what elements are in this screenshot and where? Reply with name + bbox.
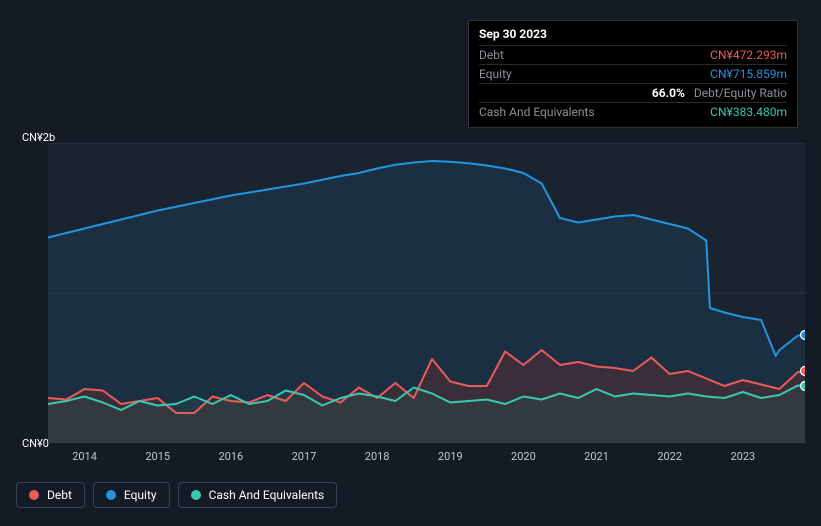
tooltip-row-label: Cash And Equivalents [479,105,595,119]
x-axis-label: 2017 [292,450,317,463]
tooltip-row-label: Equity [479,67,512,81]
x-axis-label: 2016 [218,450,243,463]
tooltip-ratio-value: 66.0% [652,86,685,100]
tooltip-row-label: Debt [479,48,504,62]
tooltip-date: Sep 30 2023 [479,27,787,45]
legend-swatch [106,490,116,500]
chart-legend: Debt Equity Cash And Equivalents [16,482,337,508]
x-axis-label: 2015 [145,450,170,463]
chart-svg [48,143,805,443]
tooltip-row-value: CN¥472.293m [710,48,787,62]
x-axis-label: 2018 [365,450,390,463]
plot-area[interactable] [48,143,805,443]
legend-item-equity[interactable]: Equity [93,482,170,508]
tooltip-row-value: CN¥715.859m [710,67,787,81]
tooltip-row: Cash And Equivalents CN¥383.480m [479,102,787,121]
x-axis-label: 2020 [511,450,536,463]
tooltip-row: 66.0% Debt/Equity Ratio [479,83,787,102]
legend-label: Cash And Equivalents [209,488,325,502]
legend-item-debt[interactable]: Debt [16,482,85,508]
legend-swatch [191,490,201,500]
x-axis-labels: 2014 2015 2016 2017 2018 2019 2020 2021 2022 2023 [48,450,805,470]
x-axis-label: 2019 [438,450,463,463]
x-axis-label: 2021 [584,450,609,463]
tooltip-row: Equity CN¥715.859m [479,64,787,83]
legend-label: Debt [47,488,72,502]
legend-swatch [29,490,39,500]
y-axis-label-min: CN¥0 [22,437,49,450]
chart-tooltip: Sep 30 2023 Debt CN¥472.293m Equity CN¥715.… [468,20,798,128]
legend-label: Equity [124,488,157,502]
debt-equity-chart: CN¥2b CN¥0 20142015201620172018201920202… [16,125,805,470]
x-axis-label: 2023 [730,450,755,463]
tooltip-ratio-label: Debt/Equity Ratio [691,86,787,100]
x-axis-label: 2022 [657,450,682,463]
tooltip-row-value: CN¥383.480m [710,105,787,119]
x-axis-label: 2014 [72,450,97,463]
tooltip-row: Debt CN¥472.293m [479,45,787,64]
legend-item-cash-and-equivalents[interactable]: Cash And Equivalents [178,482,338,508]
